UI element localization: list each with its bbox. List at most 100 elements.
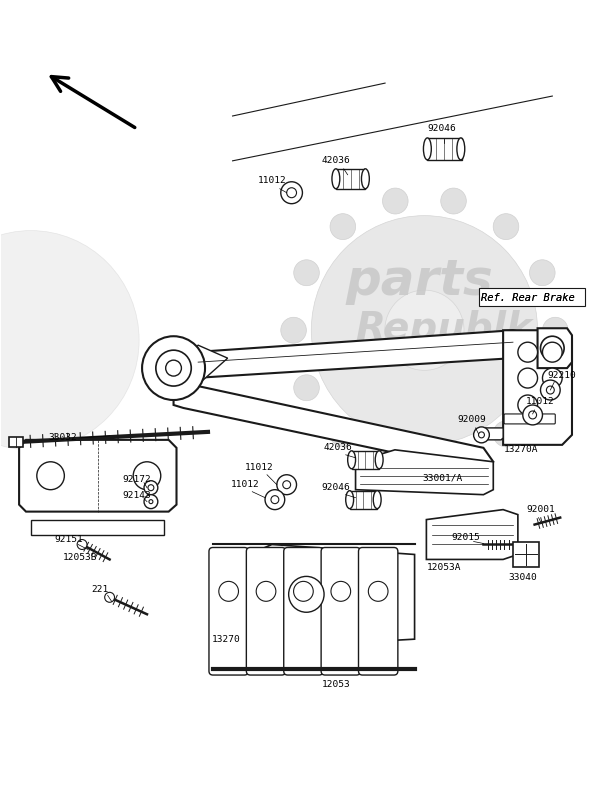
FancyBboxPatch shape (479, 288, 585, 306)
Circle shape (289, 576, 324, 612)
Circle shape (493, 214, 519, 239)
Circle shape (144, 494, 158, 509)
Text: 221: 221 (91, 585, 109, 594)
Polygon shape (481, 428, 503, 440)
FancyBboxPatch shape (359, 547, 398, 675)
Circle shape (530, 374, 555, 401)
Text: 12053B: 12053B (63, 553, 97, 562)
Circle shape (441, 446, 466, 473)
Circle shape (368, 582, 388, 602)
FancyBboxPatch shape (284, 547, 323, 675)
Text: 92001: 92001 (526, 505, 555, 514)
Ellipse shape (361, 169, 370, 189)
Circle shape (385, 290, 464, 370)
Circle shape (330, 214, 356, 239)
FancyBboxPatch shape (209, 547, 248, 675)
Circle shape (311, 216, 538, 445)
Text: 11012: 11012 (257, 176, 286, 186)
Polygon shape (218, 545, 415, 647)
FancyBboxPatch shape (247, 547, 286, 675)
Circle shape (542, 318, 568, 343)
Circle shape (383, 188, 408, 214)
Text: 33032: 33032 (48, 434, 77, 442)
Polygon shape (31, 519, 164, 534)
Text: 11012: 11012 (526, 398, 555, 406)
Circle shape (294, 374, 319, 401)
Circle shape (479, 432, 484, 438)
Circle shape (166, 360, 181, 376)
Text: Ref. Rear Brake: Ref. Rear Brake (481, 294, 575, 303)
Circle shape (0, 230, 139, 450)
Circle shape (529, 411, 536, 419)
Circle shape (493, 421, 519, 447)
Ellipse shape (424, 138, 431, 160)
Text: 92151: 92151 (54, 535, 83, 544)
Text: parts: parts (346, 258, 493, 306)
Circle shape (330, 421, 356, 447)
Circle shape (265, 490, 285, 510)
Circle shape (219, 582, 238, 602)
Polygon shape (356, 450, 493, 494)
Circle shape (547, 386, 554, 394)
Circle shape (281, 182, 302, 204)
Text: 12053: 12053 (322, 679, 350, 689)
Text: 92143: 92143 (123, 491, 152, 500)
Ellipse shape (347, 451, 356, 469)
Circle shape (518, 368, 538, 388)
Circle shape (542, 368, 562, 388)
Text: 11012: 11012 (231, 480, 260, 490)
Polygon shape (173, 385, 493, 472)
Text: 92046: 92046 (322, 483, 350, 492)
Circle shape (523, 405, 542, 425)
Circle shape (441, 188, 466, 214)
Text: 12053A: 12053A (427, 563, 461, 572)
FancyBboxPatch shape (321, 547, 361, 675)
Circle shape (148, 485, 154, 490)
Text: 92046: 92046 (428, 125, 457, 134)
Text: Ref. Rear Brake: Ref. Rear Brake (481, 294, 575, 303)
FancyBboxPatch shape (504, 414, 555, 424)
Text: 33040: 33040 (508, 573, 537, 582)
Text: Republk: Republk (356, 310, 533, 348)
Circle shape (518, 395, 538, 415)
Bar (350, 490, 377, 509)
Polygon shape (503, 330, 572, 445)
Circle shape (541, 380, 560, 400)
Circle shape (530, 260, 555, 286)
Polygon shape (427, 510, 518, 559)
Circle shape (104, 592, 115, 602)
Bar (352, 451, 379, 469)
Circle shape (541, 336, 564, 360)
Circle shape (542, 342, 562, 362)
Circle shape (77, 539, 87, 550)
Text: 11012: 11012 (245, 463, 274, 472)
Circle shape (144, 481, 158, 494)
Ellipse shape (346, 490, 353, 509)
Polygon shape (173, 345, 227, 380)
Bar (513, 542, 539, 567)
Polygon shape (538, 328, 572, 368)
Text: 33001/A: 33001/A (422, 474, 462, 482)
Circle shape (256, 582, 276, 602)
Circle shape (283, 481, 290, 489)
Circle shape (37, 462, 64, 490)
Polygon shape (173, 330, 538, 378)
Text: 92172: 92172 (123, 475, 152, 484)
Ellipse shape (373, 490, 381, 509)
Circle shape (281, 318, 307, 343)
Polygon shape (19, 440, 176, 512)
Text: 42036: 42036 (323, 443, 352, 452)
Bar (427, 138, 462, 160)
FancyBboxPatch shape (9, 437, 23, 447)
Circle shape (156, 350, 191, 386)
Text: 92210: 92210 (548, 370, 577, 379)
Circle shape (287, 188, 296, 198)
Ellipse shape (375, 451, 383, 469)
Text: 13270A: 13270A (503, 446, 538, 454)
Circle shape (142, 336, 205, 400)
Bar (336, 169, 365, 189)
Circle shape (133, 462, 161, 490)
Circle shape (383, 446, 408, 473)
Ellipse shape (457, 138, 465, 160)
Text: 92015: 92015 (451, 533, 480, 542)
